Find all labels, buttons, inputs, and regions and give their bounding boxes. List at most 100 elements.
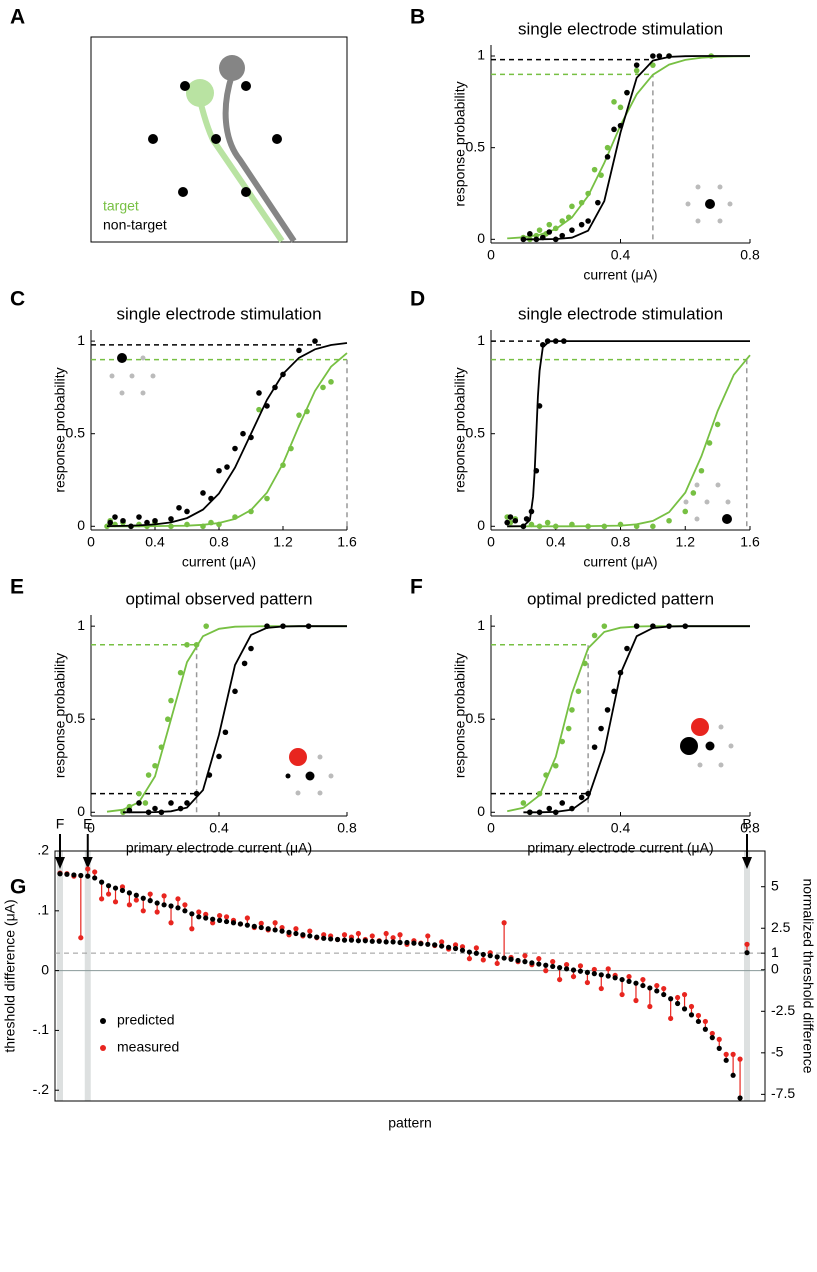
data-point (165, 716, 171, 723)
data-point (296, 347, 302, 354)
data-point (536, 790, 543, 797)
y-tick-label: 1 (477, 332, 485, 348)
measured-point (626, 973, 632, 980)
data-point (168, 523, 174, 530)
x-tick-label: 0.4 (611, 820, 631, 836)
data-point (240, 430, 246, 437)
diagram-box (90, 36, 348, 243)
panel-label: A (10, 6, 25, 29)
measured-point (473, 945, 479, 951)
data-point (248, 508, 254, 515)
x-tick-label: 0.4 (209, 820, 229, 836)
data-point (624, 89, 630, 96)
measured-point (397, 932, 403, 938)
predicted-point (425, 941, 431, 947)
inset-f (680, 718, 734, 768)
data-point (569, 521, 575, 528)
measured-point (557, 976, 563, 983)
data-point (264, 623, 270, 629)
y2-tick-label: -2.5 (771, 1002, 795, 1018)
data-point (136, 790, 142, 797)
measured-point (494, 960, 500, 967)
measured-point (459, 944, 466, 950)
inset-c (109, 353, 156, 396)
fit-curve (123, 625, 347, 814)
predicted-point (654, 988, 660, 994)
measured-point (681, 991, 688, 998)
predicted-point (480, 951, 486, 958)
data-point (633, 67, 640, 74)
data-point (216, 521, 222, 528)
y-tick-label: 1 (477, 617, 485, 633)
data-point (698, 467, 705, 474)
data-point (561, 338, 567, 344)
x-tick-label: 0.8 (209, 534, 229, 550)
measured-point (425, 933, 431, 939)
panel-label: C (10, 288, 25, 311)
predicted-point (584, 969, 590, 976)
measured-point (189, 926, 195, 932)
inset-e (285, 748, 334, 796)
highlight-arrowhead (82, 857, 93, 869)
data-point (585, 218, 591, 224)
highlight-band (57, 851, 63, 1101)
predicted-point (300, 932, 306, 938)
data-point (611, 688, 617, 695)
data-point (248, 434, 254, 441)
data-point (552, 338, 559, 344)
y-tick-label: 1 (77, 332, 85, 348)
legend-marker (100, 1018, 106, 1024)
x-tick-label: 0.8 (611, 534, 631, 550)
predicted-point (452, 945, 459, 952)
data-point (200, 490, 206, 496)
data-point (611, 99, 617, 105)
data-point (152, 805, 158, 812)
data-point (569, 227, 575, 233)
measured-point (647, 1003, 653, 1010)
measured-point (92, 869, 98, 875)
predicted-point (390, 939, 396, 945)
measured-point (279, 924, 285, 931)
predicted-point (522, 959, 528, 965)
y-axis-label: response probability (452, 653, 468, 778)
predicted-point (681, 1006, 688, 1012)
predicted-point (459, 947, 466, 953)
y-tick-label: 0.5 (466, 138, 486, 154)
x-tick-label: 0 (487, 247, 495, 263)
predicted-point (550, 963, 556, 970)
predicted-point (147, 898, 153, 904)
data-point (714, 421, 721, 428)
measured-point (675, 994, 681, 1001)
highlight-label: F (56, 816, 65, 832)
predicted-point (265, 926, 271, 932)
predicted-point (196, 914, 202, 920)
predicted-point (279, 928, 285, 934)
measured-point (293, 926, 299, 932)
data-point (650, 62, 656, 68)
data-point (536, 227, 543, 233)
measured-point (369, 933, 375, 939)
y-tick-label: 0.5 (466, 710, 486, 726)
y2-axis-label: normalized threshold difference (800, 878, 816, 1073)
data-point (208, 519, 214, 526)
data-point (591, 166, 598, 173)
legend-non-target: non-target (103, 217, 167, 233)
data-point (523, 516, 530, 522)
predicted-point (529, 960, 535, 966)
measured-point (466, 956, 473, 962)
data-point (256, 390, 262, 396)
data-point (682, 623, 689, 629)
data-point (328, 379, 334, 385)
data-point (595, 199, 601, 206)
fit-curve (106, 625, 347, 813)
predicted-point (418, 941, 424, 947)
data-point (222, 729, 229, 736)
data-point (142, 800, 149, 806)
data-point (193, 790, 200, 797)
predicted-point (404, 939, 410, 946)
measured-point (196, 909, 202, 915)
predicted-point (508, 956, 514, 962)
predicted-point (119, 887, 126, 894)
data-point (232, 445, 238, 452)
measured-point (126, 902, 132, 908)
